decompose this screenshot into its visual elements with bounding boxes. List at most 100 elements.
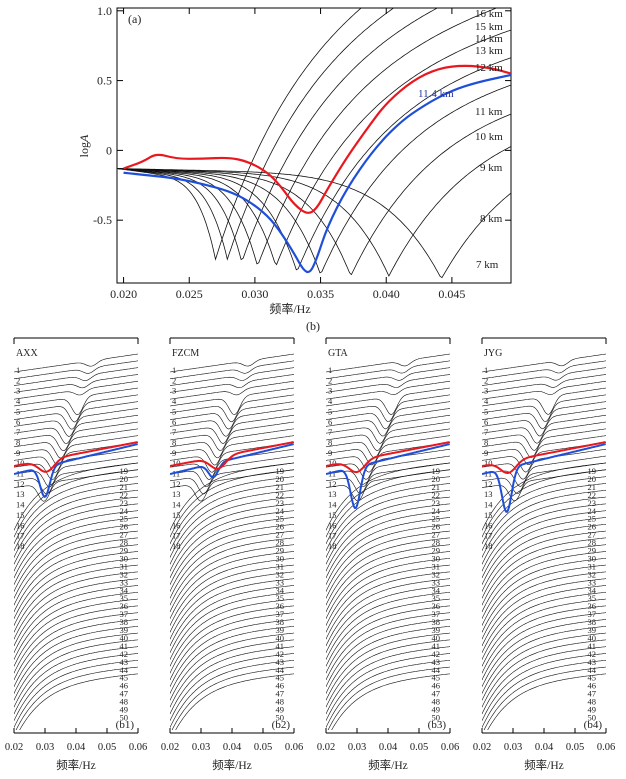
model-curve: [14, 585, 138, 653]
curve-number-label: 20: [276, 474, 285, 484]
model-curve-16km: [117, 8, 362, 261]
curve-number-label: 18: [328, 541, 337, 551]
model-curve-12km: [117, 29, 511, 266]
panel-a-x-label: 频率/Hz: [269, 301, 310, 316]
depth-label: 7 km: [476, 259, 499, 271]
y-tick-label: 1.0: [97, 4, 112, 18]
model-curve-8km: [117, 146, 511, 277]
model-curve: [171, 666, 294, 730]
depth-label: 15 km: [475, 21, 503, 33]
model-curve: [482, 537, 606, 606]
curve-number-label: 19: [588, 466, 597, 476]
curve-number-label: 35: [588, 593, 597, 603]
curve-number-label: 13: [172, 489, 181, 499]
curve-number-label: 23: [120, 498, 129, 508]
curve-number-label: 39: [588, 625, 597, 635]
model-curve: [326, 605, 450, 674]
station-label: GTA: [328, 348, 349, 359]
model-curve: [14, 619, 138, 687]
curve-number-label: 16: [172, 520, 181, 530]
curve-number-label: 7: [16, 427, 20, 437]
model-curve: [326, 428, 450, 459]
x-tick-label: 0.05: [410, 742, 428, 753]
model-curve: [170, 646, 294, 715]
depth-label: 14 km: [475, 33, 503, 45]
panel-a-x-axis: 0.020 0.025 0.030 0.035 0.040 0.045: [110, 8, 465, 301]
curve-number-label: 28: [432, 538, 441, 548]
model-curve: [326, 360, 450, 380]
curve-number-label: 27: [588, 530, 597, 540]
model-curve: [14, 517, 138, 585]
model-curve-7km: [117, 168, 511, 279]
model-curve: [170, 551, 294, 619]
best-fit-series: [170, 443, 294, 479]
model-curve: [482, 360, 606, 380]
model-curve: [14, 557, 138, 626]
curve-number-label: 29: [432, 546, 441, 556]
curve-number-label: 26: [120, 522, 129, 532]
curve-number-label: 29: [276, 546, 285, 556]
curve-number-label: 18: [484, 541, 493, 551]
curve-number-label: 22: [120, 490, 129, 500]
model-curve: [326, 435, 450, 466]
curve-number-label: 38: [432, 617, 441, 627]
curve-number-label: 43: [120, 657, 129, 667]
curve-number-label: 48: [588, 697, 597, 707]
model-curve: [482, 639, 606, 708]
model-curve: [14, 605, 138, 674]
curve-number-label: 40: [120, 633, 129, 643]
station-label: FZCM: [172, 348, 199, 359]
model-curve: [326, 353, 450, 373]
model-curve: [326, 639, 450, 708]
model-curve: [14, 591, 138, 660]
curve-number-label: 21: [588, 482, 597, 492]
model-curve: [326, 476, 450, 545]
depth-label: 8 km: [480, 213, 503, 225]
curve-number-label: 26: [276, 522, 285, 532]
best-fit-series: [482, 443, 606, 513]
curve-number-label: 13: [16, 489, 25, 499]
model-curve: [170, 578, 294, 647]
model-curve: [14, 544, 138, 613]
curve-number-label: 37: [276, 609, 285, 619]
curve-number-label: 44: [588, 665, 597, 675]
x-tick-label: 0.03: [348, 742, 366, 753]
model-curve: [482, 659, 606, 728]
model-curve: [14, 646, 138, 715]
model-curve: [14, 659, 138, 728]
curve-number-label: 43: [432, 657, 441, 667]
curve-number-label: 38: [120, 617, 129, 627]
x-tick-label: 0.03: [504, 742, 522, 753]
model-curve: [326, 394, 450, 423]
model-curve: [14, 639, 138, 708]
model-curve: [14, 571, 138, 640]
model-curve: [170, 374, 294, 393]
curve-number-label: 26: [588, 522, 597, 532]
panel-a-y-axis: 1.0 0.5 0 -0.5: [93, 4, 511, 227]
curve-number-label: 13: [484, 489, 493, 499]
model-curves: [14, 353, 138, 730]
model-curve: [482, 414, 606, 444]
model-curve: [170, 564, 294, 633]
curve-number-label: 3: [328, 386, 332, 396]
curve-number-label: 12: [172, 479, 181, 489]
curve-number-label: 48: [276, 697, 285, 707]
model-curve: [326, 659, 450, 728]
curve-number-label: 33: [120, 577, 129, 587]
model-curve: [170, 632, 294, 701]
x-tick-label: 0.035: [307, 287, 334, 301]
curve-number-label: 21: [432, 482, 441, 492]
curve-number-label: 40: [588, 633, 597, 643]
model-curve: [170, 408, 294, 437]
subplot-id: (b1): [116, 719, 135, 731]
model-curve: [326, 557, 450, 626]
curve-number-label: 22: [588, 490, 597, 500]
curve-number-label: 6: [16, 417, 20, 427]
curve-number-label: 32: [276, 569, 285, 579]
subplot-gta: GTA1234567891011121314151617181920212223…: [317, 337, 459, 772]
curve-number-label: 28: [588, 538, 597, 548]
curve-number-label: 45: [588, 673, 597, 683]
model-curve: [170, 489, 294, 558]
